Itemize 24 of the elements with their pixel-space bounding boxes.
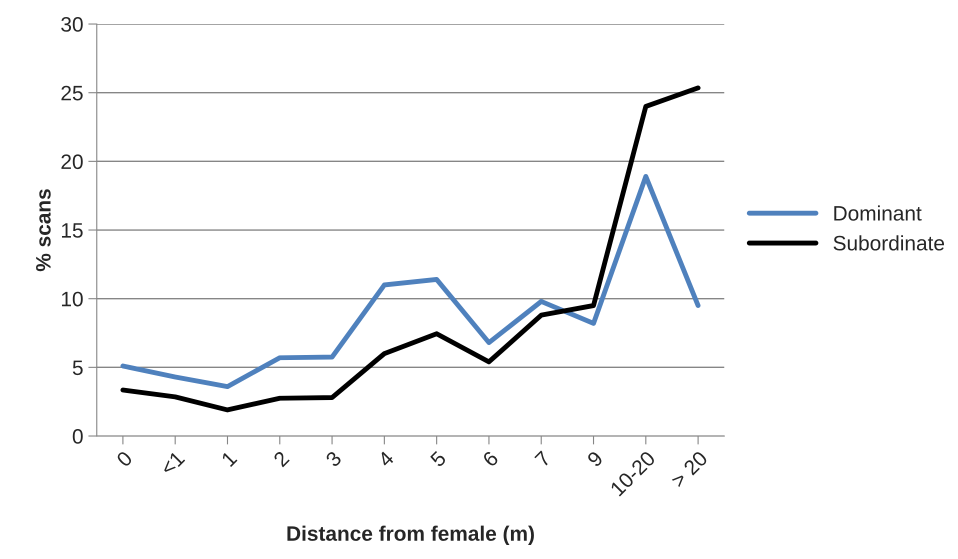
x-tick-label: 1: [220, 450, 238, 467]
y-tick-label: 10: [62, 292, 83, 306]
line-series: [120, 85, 701, 412]
y-tick-label: 15: [62, 223, 83, 238]
x-tick-label: 9: [586, 450, 604, 468]
x-tick-label: 6: [482, 450, 500, 468]
y-tick-label: 0: [72, 429, 83, 444]
y-tick-label: 30: [61, 17, 83, 32]
x-tick-label: <1: [160, 450, 186, 476]
x-tick-label: > 20: [670, 450, 708, 488]
x-tick-label: 0: [116, 450, 134, 468]
x-tick-label: 5: [430, 450, 447, 468]
x-tick-label: 7: [534, 450, 552, 468]
x-tick-label: 2: [272, 450, 290, 468]
y-tick-label: 20: [61, 154, 83, 170]
y-tick-label: 5: [72, 360, 83, 376]
x-tick-label: 4: [377, 450, 395, 468]
x-axis-title: Distance from female (m): [287, 526, 534, 546]
legend-label: Dominant: [834, 205, 922, 221]
legend-label: Subordinate: [834, 235, 944, 251]
y-tick-label: 25: [61, 86, 83, 100]
x-tick-label: 3: [324, 450, 342, 468]
line-series: [120, 174, 701, 390]
y-axis-title: % scans: [36, 189, 51, 272]
